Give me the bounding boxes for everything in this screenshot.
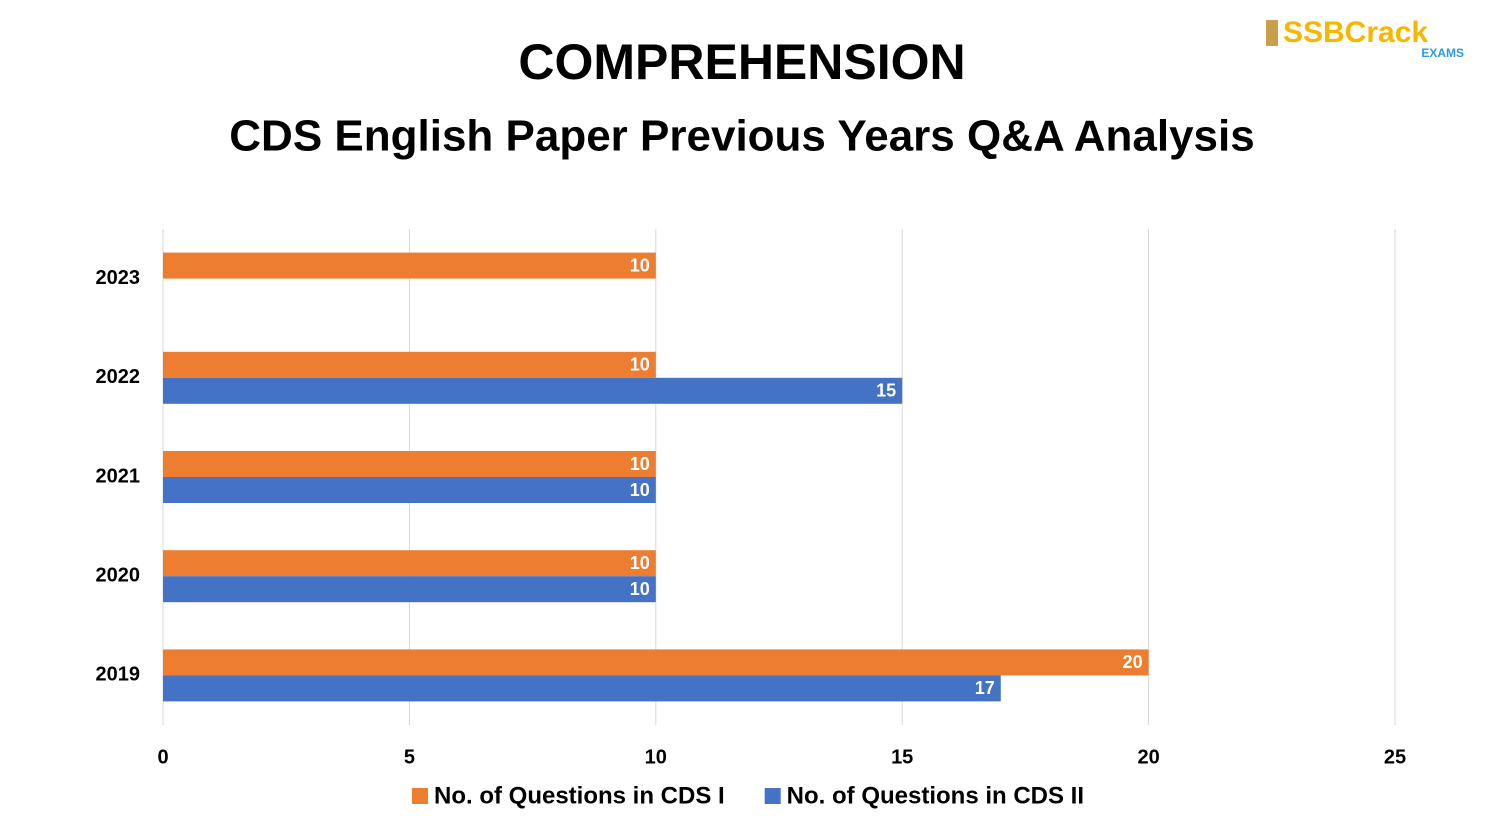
- data-label: 10: [630, 255, 650, 275]
- x-tick-label: 5: [404, 746, 415, 768]
- logo-name: SSBCrack: [1283, 16, 1428, 49]
- bar: [163, 576, 656, 603]
- x-tick-label: 0: [157, 746, 168, 768]
- x-tick-label: 25: [1384, 746, 1406, 768]
- logo-tag: EXAMS: [1421, 46, 1464, 60]
- data-label: 20: [1123, 652, 1143, 672]
- logo-icon: [1266, 20, 1278, 46]
- legend-label: No. of Questions in CDS I: [434, 782, 725, 809]
- data-label: 10: [630, 579, 650, 599]
- y-tick-label: 2019: [96, 664, 141, 686]
- y-tick-label: 2021: [96, 465, 141, 487]
- bar: [163, 451, 656, 477]
- legend-swatch: [412, 788, 428, 804]
- bar: [163, 252, 656, 279]
- legend-label: No. of Questions in CDS II: [787, 782, 1084, 809]
- bar: [163, 477, 656, 503]
- x-tick-label: 15: [891, 746, 913, 768]
- data-label: 10: [630, 454, 650, 474]
- legend-swatch: [764, 788, 781, 804]
- y-tick-label: 2023: [96, 267, 141, 289]
- bar: [163, 550, 656, 577]
- bar: [163, 377, 903, 404]
- x-tick-label: 10: [645, 746, 667, 768]
- data-label: 10: [630, 553, 650, 573]
- data-label: 17: [975, 678, 995, 698]
- bar: [163, 649, 1149, 676]
- data-label: 10: [630, 480, 650, 500]
- y-tick-label: 2020: [96, 564, 141, 586]
- bar: [163, 351, 656, 378]
- bar: [163, 675, 1001, 702]
- x-tick-label: 20: [1137, 746, 1159, 768]
- chart-title: COMPREHENSION: [518, 34, 965, 90]
- y-tick-label: 2022: [96, 366, 141, 388]
- chart-subtitle: CDS English Paper Previous Years Q&A Ana…: [229, 112, 1254, 161]
- data-label: 10: [630, 355, 650, 375]
- data-label: 15: [876, 381, 896, 401]
